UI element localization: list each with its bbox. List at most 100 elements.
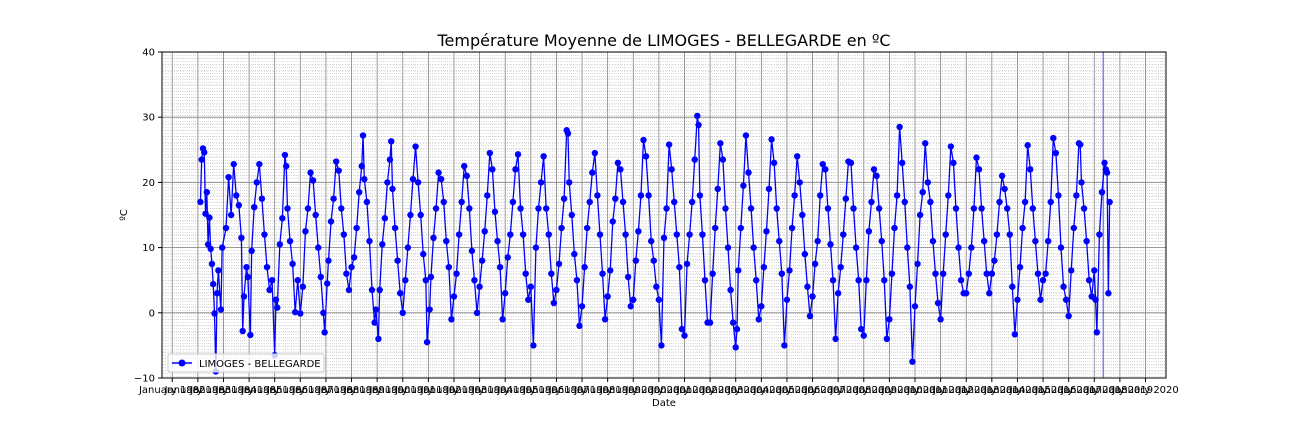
data-point (471, 277, 478, 284)
data-point (1052, 149, 1060, 157)
series-layer (197, 52, 1113, 378)
data-point (512, 166, 519, 173)
data-point (381, 215, 389, 222)
data-point (932, 270, 939, 277)
x-tick-label: January 2013 (932, 385, 1000, 396)
data-point (745, 169, 752, 176)
y-tick-label: 20 (142, 178, 155, 189)
data-point (1016, 263, 1024, 271)
data-point (202, 210, 209, 217)
data-point (432, 205, 440, 212)
data-point (665, 141, 673, 148)
data-point (359, 132, 367, 139)
data-point (1073, 192, 1080, 199)
data-point (840, 231, 847, 238)
data-point (719, 156, 727, 163)
data-point (289, 260, 296, 268)
data-point (332, 158, 340, 165)
data-point (1027, 166, 1034, 173)
data-point (714, 185, 721, 193)
data-point (244, 273, 252, 281)
data-point (402, 277, 409, 284)
data-point (883, 335, 891, 343)
data-point (375, 335, 382, 343)
data-point (338, 205, 345, 212)
data-point (466, 205, 473, 212)
data-point (627, 303, 634, 310)
data-point (371, 319, 378, 326)
data-point (591, 149, 599, 157)
data-point (601, 316, 609, 323)
data-point (571, 250, 578, 258)
data-point (545, 231, 552, 238)
data-point (891, 224, 898, 232)
data-point (281, 151, 289, 159)
data-point (986, 290, 993, 297)
data-point (594, 192, 601, 199)
data-point (624, 273, 632, 281)
x-tick-label: January 2011 (881, 385, 949, 396)
data-point (412, 143, 419, 150)
data-point (942, 231, 949, 238)
data-point (540, 153, 547, 160)
x-tick-label: January 1998 (548, 385, 616, 396)
data-point (980, 237, 988, 245)
data-point (911, 303, 919, 310)
data-point (965, 270, 972, 277)
data-point (663, 205, 670, 212)
data-point (1076, 141, 1084, 148)
data-point (1047, 198, 1054, 206)
data-point (952, 205, 960, 212)
data-point (760, 263, 768, 271)
x-tick-label: January 2007 (778, 385, 846, 396)
data-point (243, 263, 250, 271)
y-tick-label: 30 (142, 113, 155, 124)
data-point (614, 159, 622, 167)
data-point (430, 234, 437, 242)
data-point (875, 205, 883, 212)
x-tick-label: January 1982 (138, 385, 206, 396)
data-point (404, 244, 412, 251)
data-point (617, 166, 624, 173)
data-point (901, 198, 908, 206)
data-point (1039, 277, 1047, 284)
data-point (753, 277, 760, 284)
data-point (450, 293, 458, 300)
data-point (213, 290, 221, 297)
data-point (240, 293, 248, 300)
data-point (973, 154, 980, 161)
x-tick-label: January 2018 (1060, 385, 1128, 396)
data-point (201, 149, 208, 156)
data-point (261, 231, 268, 238)
y-axis-ticks: −10 0 10 20 30 40 (134, 48, 162, 385)
data-point (855, 277, 862, 284)
data-point (622, 231, 629, 238)
data-point (315, 244, 322, 251)
data-point (504, 254, 511, 261)
data-point (321, 329, 328, 336)
data-point (476, 283, 483, 290)
data-point (327, 218, 335, 225)
data-point (286, 237, 294, 245)
data-point (732, 344, 739, 351)
data-point (1105, 290, 1112, 297)
data-point (878, 237, 885, 245)
data-point (906, 283, 914, 290)
data-point (468, 247, 476, 255)
x-tick-label: January 1988 (292, 385, 360, 396)
data-point (683, 260, 691, 268)
data-point (939, 270, 947, 277)
data-point (596, 231, 604, 238)
data-point (407, 211, 414, 219)
x-tick-label: January 1990 (343, 385, 411, 396)
data-point (211, 310, 218, 317)
data-point (945, 192, 952, 199)
data-point (463, 172, 470, 180)
data-point (1098, 188, 1106, 196)
data-point (758, 303, 765, 310)
data-point (870, 166, 878, 173)
data-point (619, 198, 627, 206)
data-point (268, 277, 276, 284)
data-point (1091, 267, 1098, 274)
